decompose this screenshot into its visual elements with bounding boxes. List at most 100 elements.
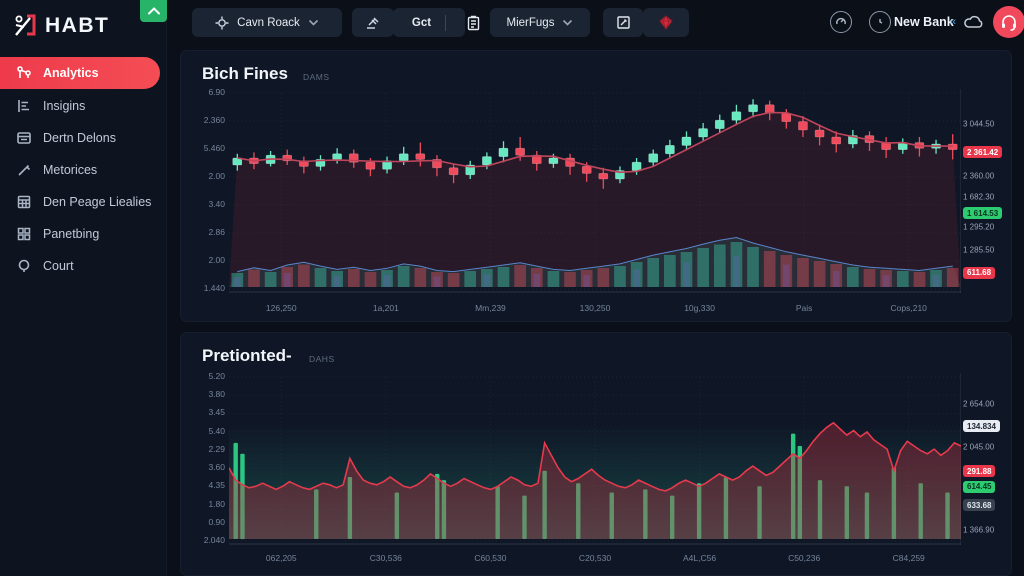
price-badge: 291.88	[963, 465, 996, 478]
sidebar-item-label: Court	[43, 258, 74, 273]
metrics-icon	[15, 161, 32, 178]
sidebar: HABT Analytics Insigins	[0, 0, 167, 576]
axis-label: 6.90	[208, 87, 225, 97]
logo-text: HABT	[45, 13, 110, 37]
axis-price-label: 1 295.20	[963, 222, 995, 232]
axis-label: 2.360	[203, 115, 225, 125]
sidebar-item-label: Analytics	[43, 66, 99, 80]
axis-price-label: 1 285.50	[963, 245, 995, 255]
axis-label: 5.40	[208, 425, 225, 436]
y-axis-left: 6.90 2.360 5.460 2.00 3.40 2.86 2.00 1.440	[187, 87, 225, 293]
axis-label: C50,236	[788, 553, 821, 563]
axis-label: C84,259	[892, 553, 925, 563]
axis-label: C60,530	[474, 553, 507, 563]
axis-label: Cops,210	[890, 303, 927, 313]
clipboard-button[interactable]	[453, 8, 493, 37]
axis-label: 4.35	[208, 480, 225, 491]
notifications-cloud-icon[interactable]	[963, 11, 985, 33]
app-logo: HABT	[12, 12, 109, 39]
logo-icon	[15, 14, 36, 36]
price-badge: 134.834	[963, 420, 1000, 433]
account-caret: «	[950, 16, 957, 28]
area-chart[interactable]	[229, 373, 961, 545]
data-icon	[15, 129, 32, 146]
area-chart-panel: Pretionted- DAHS 5.20 3.80 3.45 5.40 2.29 3.6…	[180, 332, 1012, 576]
axis-label: 2.00	[208, 255, 225, 265]
axis-label: 130,250	[579, 303, 611, 313]
pair-selector-label: Cavn Roack	[237, 16, 300, 29]
sidebar-collapse-button[interactable]	[140, 0, 167, 22]
axis-label: 1a,201	[372, 303, 399, 313]
axis-label: 2.86	[208, 227, 225, 237]
gct-button[interactable]: Gct	[393, 8, 465, 37]
panel-subtitle: DAHS	[309, 354, 335, 364]
sidebar-item-insigins[interactable]: Insigins	[0, 90, 166, 121]
user-avatar-button[interactable]	[993, 6, 1024, 38]
price-badge: 611.68	[963, 266, 996, 279]
sidebar-item-analytics[interactable]: Analytics	[0, 57, 160, 89]
document-edit-button[interactable]	[603, 8, 643, 37]
filter-selector-label: MierFugs	[506, 16, 555, 29]
chevron-down-icon	[308, 19, 318, 26]
sidebar-item-label: Panetbing	[43, 226, 100, 241]
axis-label: 2.040	[203, 534, 225, 545]
axis-label: C30,536	[369, 553, 402, 563]
clipboard-icon	[467, 15, 479, 30]
sidebar-item-label: Insigins	[43, 98, 86, 113]
candlestick-chart[interactable]	[229, 89, 961, 293]
price-badge: 2 361.42	[963, 146, 1003, 159]
sidebar-item-metorices[interactable]: Metorices	[0, 154, 166, 185]
price-badge: 1 614.53	[963, 207, 1003, 220]
axis-label: C20,530	[578, 553, 612, 563]
filter-selector-dropdown[interactable]: MierFugs	[490, 8, 590, 37]
axis-label: Mm,239	[475, 303, 506, 313]
axis-label: 10g,330	[684, 303, 715, 313]
axis-label: 062,205	[265, 553, 297, 563]
insights-icon	[15, 97, 32, 114]
account-name[interactable]: New Bank	[894, 15, 954, 29]
axis-price-label: 2 360.00	[963, 171, 995, 181]
chevron-down-icon	[563, 19, 573, 26]
axis-label: A4L,C56	[683, 553, 717, 563]
paneling-icon	[15, 225, 32, 242]
axis-label: 3.40	[208, 199, 225, 209]
sidebar-item-dertn-delons[interactable]: Dertn Delons	[0, 122, 166, 153]
sidebar-item-panetbing[interactable]: Panetbing	[0, 218, 166, 249]
pair-selector-dropdown[interactable]: Cavn Roack	[192, 8, 342, 37]
panel-subtitle: DAMS	[303, 72, 330, 82]
chevron-up-icon	[147, 7, 160, 15]
axis-price-label: 2 654.00	[963, 399, 995, 409]
divider	[445, 14, 447, 31]
axis-label: 3.45	[208, 407, 225, 418]
y-axis-left: 5.20 3.80 3.45 5.40 2.29 3.60 4.35 1.80 0.90 2.04…	[187, 371, 225, 545]
candlestick-panel: Bich Fines DAMS 6.90 2.360 5.460 2.00 3.40 2.…	[180, 50, 1012, 322]
sidebar-item-den-peage-liealies[interactable]: Den Peage Liealies	[0, 186, 166, 217]
axis-label: 3.60	[208, 462, 225, 473]
axis-price-label: 3 044.50	[963, 119, 995, 129]
axis-price-label: 1 682.30	[963, 192, 995, 202]
sidebar-item-label: Dertn Delons	[43, 130, 116, 145]
axis-price-label: 2 045.00	[963, 442, 995, 452]
gem-button[interactable]	[643, 8, 689, 37]
x-axis: 062,205 C30,536 C60,530 C20,530 A4L,C56 C50,2…	[229, 553, 961, 565]
axis-label: 126,250	[265, 303, 297, 313]
sidebar-menu: Analytics Insigins Dertn Delons Metorice…	[0, 56, 166, 282]
axis-label: Pais	[795, 303, 813, 313]
axis-label: 0.90	[208, 516, 225, 527]
crosshair-icon	[215, 16, 229, 29]
axis-label: 1.80	[208, 498, 225, 509]
gavel-tool-button[interactable]	[352, 8, 394, 37]
gavel-icon	[367, 16, 379, 29]
document-edit-icon	[616, 16, 630, 29]
axis-label: 1.440	[203, 283, 225, 293]
clock-icon[interactable]	[869, 11, 891, 33]
axis-price-label: 1 366.90	[963, 525, 995, 535]
y-axis-right: 2 654.00 134.834 2 045.00 291.88 614.45 633.6…	[961, 373, 1009, 545]
y-axis-right: 3 044.50 2 361.42 2 360.00 1 682.30 1 614.53…	[961, 89, 1009, 293]
panel-title: Bich Fines	[202, 64, 288, 83]
x-axis: 126,250 1a,201 Mm,239 130,250 10g,330 Pais Cop…	[229, 303, 961, 315]
speedometer-icon[interactable]	[830, 11, 852, 33]
sidebar-item-label: Den Peage Liealies	[43, 194, 152, 209]
sidebar-item-court[interactable]: Court	[0, 250, 166, 281]
pages-icon	[15, 193, 32, 210]
